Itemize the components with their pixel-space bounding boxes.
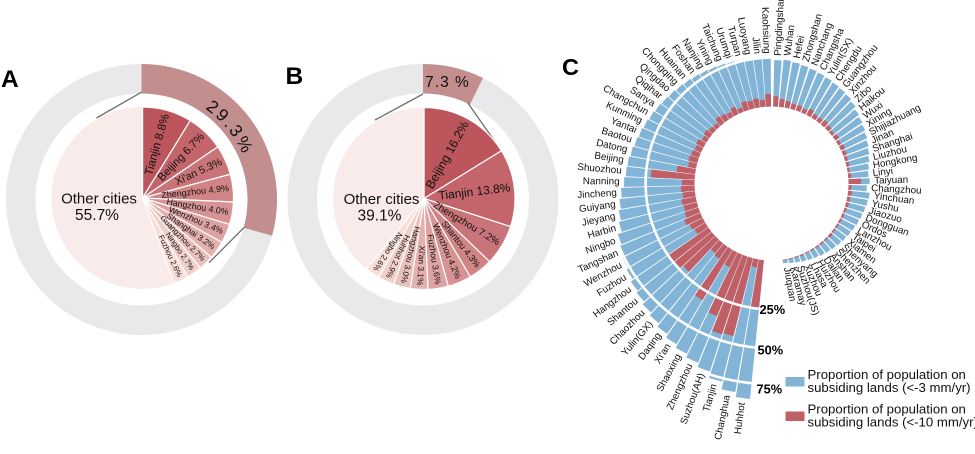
svg-text:subsiding lands (<-3 mm/yr): subsiding lands (<-3 mm/yr) (808, 380, 971, 395)
svg-text:39.1%: 39.1% (358, 208, 402, 225)
svg-text:Kaohsiung: Kaohsiung (759, 7, 772, 54)
svg-text:Nanning: Nanning (583, 176, 620, 187)
svg-text:subsiding lands (<-10 mm/yr): subsiding lands (<-10 mm/yr) (808, 414, 975, 429)
svg-text:7.3 %: 7.3 % (425, 74, 470, 91)
svg-text:Other cities: Other cities (61, 191, 137, 208)
svg-text:C: C (562, 54, 579, 80)
svg-text:Other cities: Other cities (344, 191, 420, 208)
svg-text:A: A (1, 66, 19, 93)
svg-text:25%: 25% (760, 302, 786, 317)
svg-text:50%: 50% (758, 343, 784, 358)
svg-text:75%: 75% (757, 382, 783, 397)
svg-text:B: B (286, 63, 304, 90)
svg-text:55.7%: 55.7% (75, 207, 119, 224)
